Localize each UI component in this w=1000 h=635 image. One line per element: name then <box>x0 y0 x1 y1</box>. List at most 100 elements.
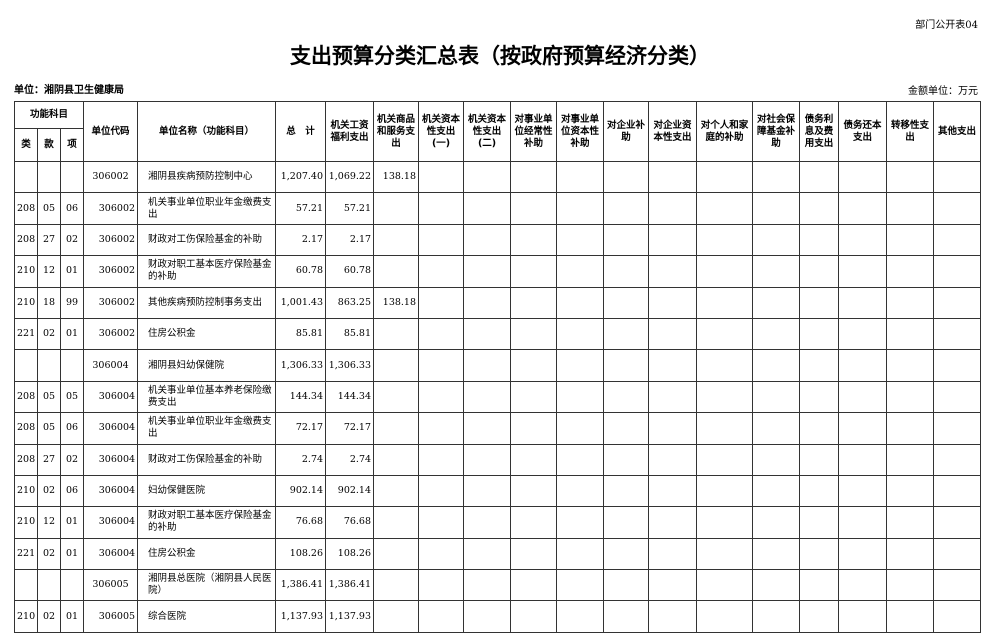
cell-value <box>418 569 465 602</box>
money-unit-label: 金额单位：万元 <box>908 86 978 97</box>
cell-value <box>418 506 465 539</box>
cell-xiang: 06 <box>59 192 85 225</box>
cell-name: 湘阴县妇幼保健院 <box>137 349 277 382</box>
cell-lei: 210 <box>14 600 38 633</box>
cell-value <box>510 160 558 194</box>
cell-name: 机关事业单位职业年金缴费支出 <box>137 412 277 445</box>
cell-code: 306002 <box>83 160 139 194</box>
cell-value <box>648 317 698 351</box>
cell-value <box>933 474 982 508</box>
cell-value <box>556 443 605 476</box>
cell-value <box>510 286 558 319</box>
cell-value <box>933 223 982 257</box>
header-col: 债务利息及费用支出 <box>799 101 840 162</box>
cell-value <box>556 569 605 602</box>
cell-value <box>838 286 888 319</box>
cell-name: 妇幼保健医院 <box>137 474 277 508</box>
cell-value <box>556 223 605 257</box>
cell-value <box>463 380 512 414</box>
cell-value <box>510 443 558 476</box>
cell-code: 306004 <box>83 506 139 539</box>
cell-value: 1,137.93 <box>325 600 375 633</box>
cell-value <box>886 317 935 351</box>
table-row: 306004 湘阴县妇幼保健院 1,306.33 1,306.33 <box>14 349 982 382</box>
cell-value <box>418 412 465 445</box>
cell-value <box>648 412 698 445</box>
cell-value <box>418 380 465 414</box>
cell-value: 72.17 <box>325 412 375 445</box>
cell-value <box>886 412 935 445</box>
cell-value <box>510 255 558 288</box>
cell-xiang: 02 <box>59 443 85 476</box>
cell-value <box>556 600 605 633</box>
cell-value <box>886 506 935 539</box>
cell-value: 57.21 <box>325 192 375 225</box>
cell-name: 其他疾病预防控制事务支出 <box>137 286 277 319</box>
cell-value <box>933 443 982 476</box>
cell-total: 2.17 <box>275 223 327 257</box>
cell-value <box>696 349 754 382</box>
cell-code: 306004 <box>83 380 139 414</box>
cell-value <box>463 569 512 602</box>
cell-value <box>648 380 698 414</box>
unit-label: 单位：湘阴县卫生健康局 <box>14 85 124 96</box>
table-row: 208 27 02 306004 财政对工伤保险基金的补助 2.74 2.74 <box>14 443 982 476</box>
cell-value <box>603 286 650 319</box>
cell-kuan <box>37 349 61 382</box>
cell-value: 1,386.41 <box>325 569 375 602</box>
cell-xiang: 01 <box>59 506 85 539</box>
cell-name: 财政对职工基本医疗保险基金的补助 <box>137 255 277 288</box>
cell-value <box>886 443 935 476</box>
cell-name: 综合医院 <box>137 600 277 633</box>
cell-value <box>556 286 605 319</box>
cell-code: 306002 <box>83 192 139 225</box>
cell-value <box>418 349 465 382</box>
cell-value <box>603 192 650 225</box>
cell-value <box>886 474 935 508</box>
cell-kuan <box>37 160 61 194</box>
cell-total: 1,001.43 <box>275 286 327 319</box>
cell-value <box>556 380 605 414</box>
cell-xiang: 02 <box>59 223 85 257</box>
cell-lei: 210 <box>14 286 38 319</box>
cell-xiang: 05 <box>59 380 85 414</box>
cell-value <box>752 443 801 476</box>
cell-value <box>373 569 420 602</box>
cell-value <box>933 349 982 382</box>
table-row: 221 02 01 306004 住房公积金 108.26 108.26 <box>14 537 982 571</box>
cell-lei <box>14 349 38 382</box>
cell-value <box>838 255 888 288</box>
header-lei: 类 <box>14 128 38 162</box>
header-func: 功能科目 <box>13 101 85 129</box>
cell-value <box>752 160 801 194</box>
cell-value <box>418 286 465 319</box>
cell-xiang: 01 <box>59 537 85 571</box>
cell-value <box>696 474 754 508</box>
cell-value <box>373 474 420 508</box>
cell-lei: 221 <box>14 537 38 571</box>
cell-value <box>418 255 465 288</box>
cell-value <box>463 412 512 445</box>
cell-value <box>556 160 605 194</box>
cell-value <box>648 474 698 508</box>
cell-value <box>696 443 754 476</box>
cell-value <box>463 286 512 319</box>
cell-value <box>933 506 982 539</box>
header-xiang: 项 <box>59 128 85 162</box>
cell-value <box>838 160 888 194</box>
cell-code: 306004 <box>83 474 139 508</box>
cell-value <box>418 474 465 508</box>
header-col: 其他支出 <box>933 101 982 162</box>
cell-value <box>752 506 801 539</box>
cell-value <box>463 349 512 382</box>
cell-value <box>510 569 558 602</box>
cell-value <box>838 443 888 476</box>
cell-value <box>510 192 558 225</box>
cell-kuan: 02 <box>37 537 61 571</box>
cell-value <box>603 349 650 382</box>
cell-value <box>603 443 650 476</box>
cell-value <box>463 160 512 194</box>
cell-value <box>418 192 465 225</box>
cell-value <box>603 569 650 602</box>
cell-value <box>556 537 605 571</box>
